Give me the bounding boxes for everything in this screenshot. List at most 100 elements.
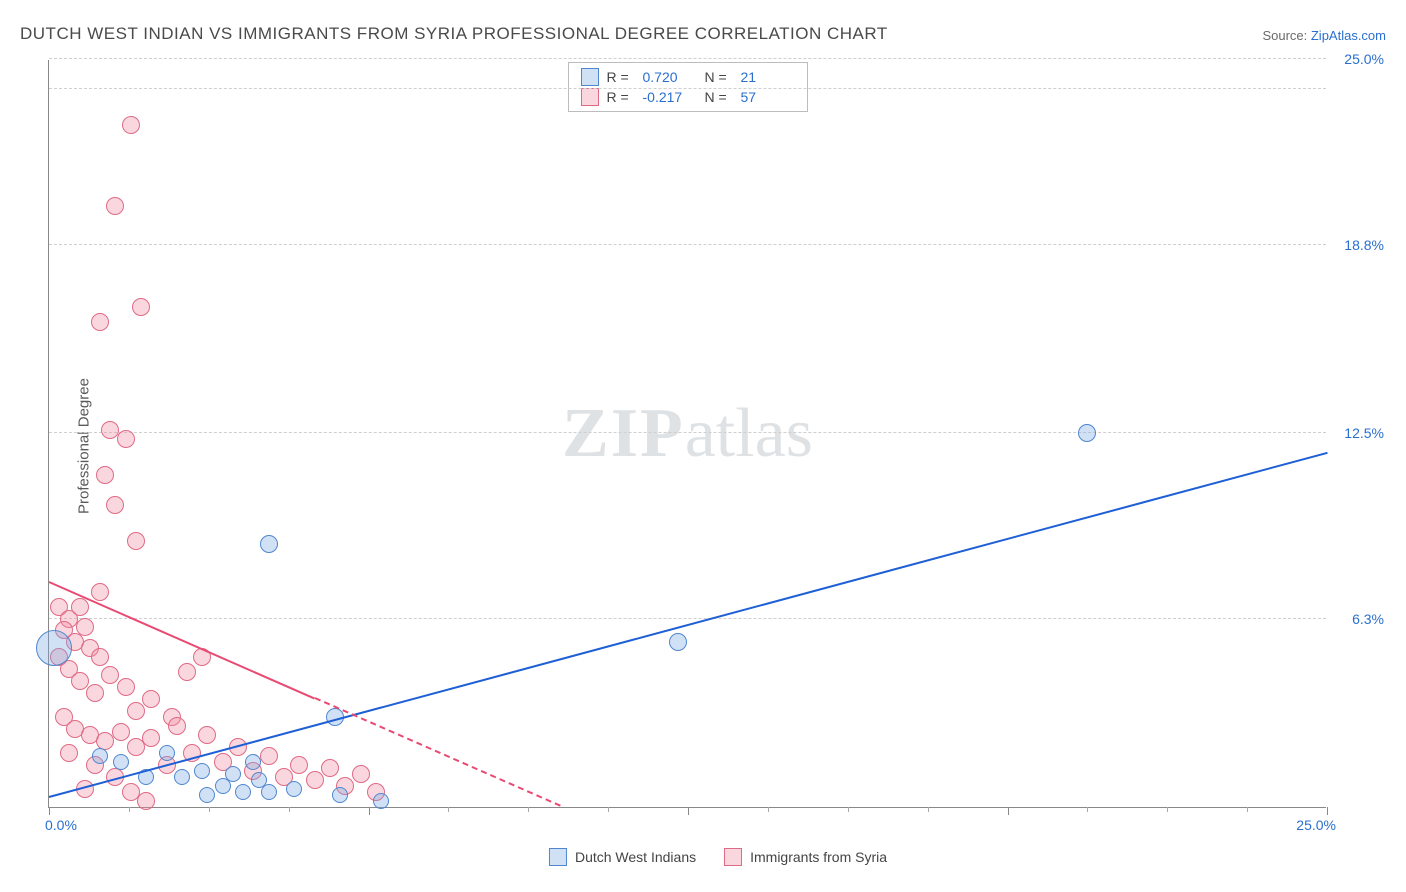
- scatter-point-b: [352, 765, 370, 783]
- scatter-point-b: [142, 690, 160, 708]
- scatter-point-b: [122, 783, 140, 801]
- x-tick-minor: [1087, 807, 1088, 812]
- x-tick-minor: [768, 807, 769, 812]
- y-tick-label: 18.8%: [1332, 237, 1384, 253]
- scatter-point-b: [71, 672, 89, 690]
- x-tick-major: [49, 807, 50, 815]
- scatter-point-a: [225, 766, 241, 782]
- x-tick-minor: [928, 807, 929, 812]
- stats-n-label: N =: [705, 89, 733, 105]
- scatter-point-b: [96, 466, 114, 484]
- x-tick-minor: [848, 807, 849, 812]
- gridline: [49, 618, 1326, 619]
- legend-swatch-series-a: [549, 848, 567, 866]
- x-tick-major: [688, 807, 689, 815]
- chart-container: DUTCH WEST INDIAN VS IMMIGRANTS FROM SYR…: [0, 0, 1406, 892]
- x-tick-minor: [129, 807, 130, 812]
- x-tick-major: [369, 807, 370, 815]
- scatter-point-b: [178, 663, 196, 681]
- scatter-point-b: [168, 717, 186, 735]
- stats-r-value-a: 0.720: [643, 69, 697, 85]
- scatter-point-b: [137, 792, 155, 810]
- legend-swatch-series-b: [724, 848, 742, 866]
- scatter-point-b: [127, 532, 145, 550]
- x-tick-minor: [528, 807, 529, 812]
- legend-label-series-a: Dutch West Indians: [575, 849, 696, 865]
- scatter-point-a: [332, 787, 348, 803]
- scatter-point-b: [86, 684, 104, 702]
- scatter-point-b: [106, 496, 124, 514]
- y-tick-label: 12.5%: [1332, 425, 1384, 441]
- legend-item-series-a: Dutch West Indians: [549, 848, 696, 866]
- watermark-bold: ZIP: [562, 395, 685, 472]
- scatter-point-b: [117, 678, 135, 696]
- scatter-point-b: [101, 666, 119, 684]
- x-tick-minor: [608, 807, 609, 812]
- scatter-point-b: [91, 313, 109, 331]
- stats-row-series-b: R = -0.217 N = 57: [581, 87, 795, 107]
- scatter-point-a: [669, 633, 687, 651]
- scatter-point-a: [194, 763, 210, 779]
- scatter-point-b: [127, 702, 145, 720]
- series-legend: Dutch West Indians Immigrants from Syria: [549, 848, 887, 866]
- legend-label-series-b: Immigrants from Syria: [750, 849, 887, 865]
- scatter-point-a: [245, 754, 261, 770]
- source-link[interactable]: ZipAtlas.com: [1311, 28, 1386, 43]
- gridline: [49, 244, 1326, 245]
- watermark-rest: atlas: [685, 395, 813, 472]
- chart-title: DUTCH WEST INDIAN VS IMMIGRANTS FROM SYR…: [20, 24, 888, 44]
- stats-n-value-b: 57: [741, 89, 795, 105]
- scatter-point-a: [373, 793, 389, 809]
- gridline: [49, 88, 1326, 89]
- scatter-point-a: [36, 630, 72, 666]
- swatch-series-b: [581, 88, 599, 106]
- scatter-point-b: [76, 618, 94, 636]
- scatter-point-b: [306, 771, 324, 789]
- scatter-point-b: [260, 747, 278, 765]
- scatter-point-b: [106, 197, 124, 215]
- scatter-point-a: [92, 748, 108, 764]
- stats-r-label: R =: [607, 69, 635, 85]
- scatter-point-a: [261, 784, 277, 800]
- x-tick-major: [1327, 807, 1328, 815]
- stats-r-value-b: -0.217: [643, 89, 697, 105]
- chart-area: ZIPatlas R = 0.720 N = 21 R = -0.217 N =…: [48, 60, 1388, 838]
- x-tick-minor: [1167, 807, 1168, 812]
- x-tick-major: [1008, 807, 1009, 815]
- scatter-point-b: [198, 726, 216, 744]
- x-tick-minor: [289, 807, 290, 812]
- y-tick-label: 6.3%: [1332, 611, 1384, 627]
- swatch-series-a: [581, 68, 599, 86]
- scatter-point-b: [117, 430, 135, 448]
- source-label: Source:: [1262, 28, 1310, 43]
- plot-area: ZIPatlas R = 0.720 N = 21 R = -0.217 N =…: [48, 60, 1326, 808]
- gridline: [49, 432, 1326, 433]
- scatter-point-b: [71, 598, 89, 616]
- stats-r-label: R =: [607, 89, 635, 105]
- scatter-point-a: [113, 754, 129, 770]
- stats-row-series-a: R = 0.720 N = 21: [581, 67, 795, 87]
- scatter-point-b: [132, 298, 150, 316]
- scatter-point-b: [142, 729, 160, 747]
- scatter-point-a: [260, 535, 278, 553]
- x-axis-max-label: 25.0%: [1296, 817, 1336, 833]
- scatter-point-a: [1078, 424, 1096, 442]
- scatter-point-b: [112, 723, 130, 741]
- x-tick-minor: [209, 807, 210, 812]
- legend-item-series-b: Immigrants from Syria: [724, 848, 887, 866]
- scatter-point-a: [199, 787, 215, 803]
- watermark: ZIPatlas: [562, 394, 813, 474]
- scatter-point-a: [286, 781, 302, 797]
- scatter-point-a: [174, 769, 190, 785]
- x-tick-minor: [448, 807, 449, 812]
- source-attribution: Source: ZipAtlas.com: [1262, 28, 1386, 43]
- x-axis-min-label: 0.0%: [45, 817, 77, 833]
- x-tick-minor: [1247, 807, 1248, 812]
- scatter-point-a: [235, 784, 251, 800]
- scatter-point-b: [122, 116, 140, 134]
- scatter-point-b: [91, 648, 109, 666]
- stats-n-label: N =: [705, 69, 733, 85]
- scatter-point-b: [321, 759, 339, 777]
- scatter-point-b: [290, 756, 308, 774]
- scatter-point-b: [91, 583, 109, 601]
